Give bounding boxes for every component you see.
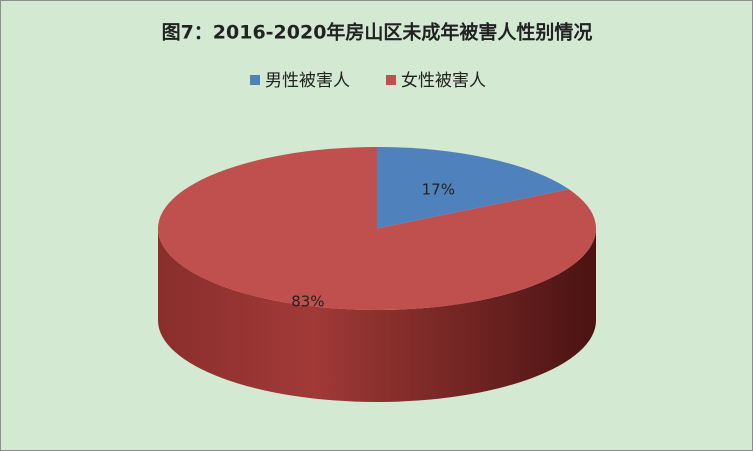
legend-swatch <box>386 75 396 85</box>
value-label: 83% <box>291 292 324 310</box>
legend-label: 女性被害人 <box>401 71 486 91</box>
legend-swatch <box>250 75 260 85</box>
legend-label: 男性被害人 <box>265 71 350 91</box>
pie-slice <box>377 147 569 229</box>
legend: 男性被害人 女性被害人 <box>250 71 486 91</box>
value-label: 17% <box>422 180 455 198</box>
pie-slice <box>157 147 596 310</box>
pie: 17% 83% <box>157 147 596 402</box>
chart-title: 图7：2016-2020年房山区未成年被害人性别情况 <box>162 21 593 44</box>
pie-side <box>158 228 596 402</box>
